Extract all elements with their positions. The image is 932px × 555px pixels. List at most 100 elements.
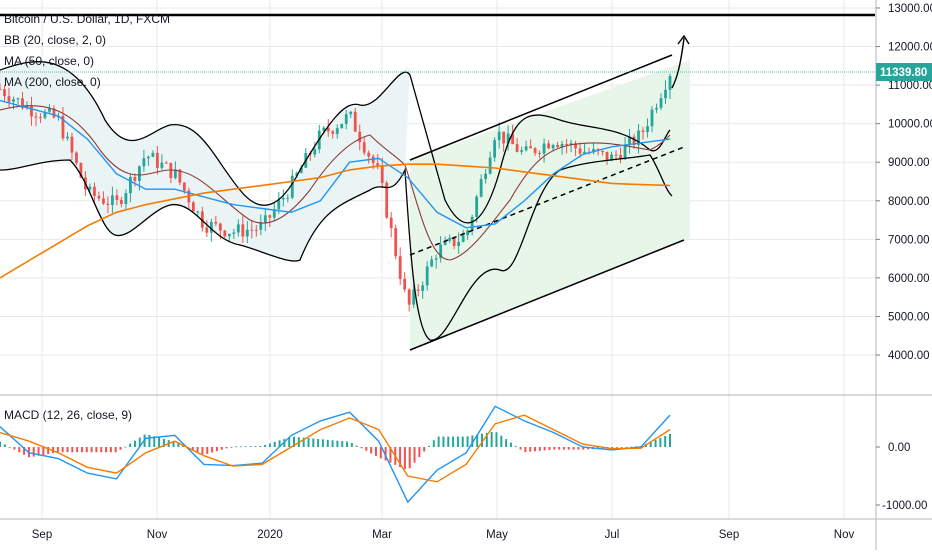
- macd-hist-bar: [172, 441, 175, 447]
- candle-body: [133, 176, 137, 181]
- macd-hist-bar: [138, 437, 141, 447]
- macd-hist-bar: [268, 443, 271, 447]
- candle-body: [457, 241, 461, 246]
- candle-body: [380, 165, 384, 183]
- candle-body: [529, 146, 533, 149]
- price-tick-label: 10000.00: [888, 119, 932, 131]
- macd-hist-bar: [471, 435, 474, 447]
- macd-hist-bar: [191, 447, 194, 450]
- macd-hist-bar: [153, 436, 156, 447]
- candle-body: [502, 131, 506, 144]
- candle-body: [277, 199, 281, 210]
- macd-hist-bar: [413, 447, 416, 463]
- macd-hist-bar: [71, 447, 74, 453]
- candle-body: [227, 233, 231, 237]
- candle-body: [146, 156, 150, 159]
- candle-body: [295, 173, 299, 176]
- candle-body: [430, 259, 434, 267]
- candle-body: [403, 278, 407, 290]
- macd-hist-bar: [148, 434, 151, 447]
- candle-body: [268, 215, 272, 218]
- macd-hist-bar: [8, 446, 11, 448]
- price-axis[interactable]: 13000.00 12000.00 11000.00 10000.00 9000.00 8…: [876, 3, 932, 362]
- candle-body: [542, 143, 546, 154]
- channel-lines: [409, 54, 685, 351]
- candle-body: [556, 145, 559, 147]
- macd-hist-bar: [558, 447, 561, 450]
- candle-body: [493, 140, 497, 158]
- candle-body: [461, 235, 465, 242]
- macd-axis[interactable]: 0.00 -1000.00: [876, 442, 927, 512]
- macd-hist-bar: [669, 433, 671, 447]
- macd-hist-bar: [495, 432, 498, 447]
- macd-hist-bar: [90, 447, 93, 453]
- candle-body: [610, 154, 613, 161]
- macd-hist-bar: [240, 446, 243, 448]
- macd-hist-bar: [374, 447, 377, 456]
- time-axis[interactable]: Sep Nov 2020 Mar May Jul Sep Nov: [32, 529, 855, 541]
- ma50-legend: MA (50, close, 0): [4, 54, 94, 68]
- macd-hist-bar: [177, 443, 180, 447]
- candle-body: [124, 193, 128, 204]
- candle-body: [0, 88, 2, 90]
- candle-body: [394, 228, 398, 257]
- macd-hist-bar: [514, 446, 517, 447]
- channel-mid-dashed-line: [409, 146, 685, 256]
- candle-body: [191, 202, 195, 212]
- bb-fill-1: [0, 61, 410, 262]
- macd-hist-bar: [249, 446, 252, 447]
- candle-body: [632, 136, 636, 146]
- ma-lines: [0, 99, 671, 279]
- macd-hist-bar: [529, 447, 532, 452]
- macd-hist-bar: [534, 447, 537, 452]
- candle-body: [326, 127, 330, 132]
- macd-line: [0, 405, 671, 504]
- candle-body: [619, 155, 622, 160]
- candle-body: [39, 117, 42, 119]
- candle-body: [102, 198, 105, 204]
- macd-hist-bar: [461, 436, 464, 447]
- candle-body: [412, 289, 416, 305]
- macd-hist-bar: [456, 436, 459, 447]
- macd-hist-bar: [244, 446, 247, 448]
- macd-hist-bar: [389, 447, 392, 463]
- candle-body: [407, 289, 411, 305]
- macd-hist-bar: [235, 446, 238, 448]
- macd-hist-bar: [264, 445, 267, 447]
- candle-body: [335, 128, 339, 134]
- macd-hist-bar: [317, 438, 320, 447]
- candle-body: [560, 143, 564, 147]
- macd-hist-bar: [129, 443, 132, 447]
- macd-hist-bar: [32, 447, 35, 457]
- candle-body: [93, 186, 96, 196]
- macd-hist-bar: [80, 447, 83, 453]
- candle-body: [421, 285, 425, 291]
- candle-body: [466, 230, 470, 236]
- macd-hist-bar: [611, 447, 614, 449]
- candle-body: [173, 169, 177, 178]
- candle-body: [218, 223, 222, 231]
- projection-arrow-head: [677, 34, 690, 45]
- macd-hist-bar: [384, 447, 387, 461]
- candle-body: [120, 199, 123, 204]
- macd-hist-bar: [119, 447, 122, 450]
- macd-hist-bar: [124, 446, 127, 448]
- macd-hist-bar: [133, 440, 136, 447]
- symbol-title: Bitcoin / U.S. Dollar, 1D, FXCM: [4, 12, 170, 26]
- candle-body: [601, 151, 604, 153]
- macd-hist-bar: [509, 442, 512, 447]
- time-tick-label: Sep: [719, 529, 739, 541]
- macd-hist-bar: [346, 441, 349, 447]
- candle-body: [578, 148, 582, 154]
- price-tick-label: 9000.00: [888, 157, 930, 169]
- macd-hist-bar: [365, 447, 368, 451]
- macd-hist-bar: [615, 447, 618, 448]
- candle-body: [362, 142, 366, 153]
- candle-body: [70, 136, 74, 153]
- main-legend: Bitcoin / U.S. Dollar, 1D, FXCM BB (20, …: [4, 12, 170, 89]
- macd-hist-bar: [350, 443, 353, 447]
- candle-body: [376, 163, 380, 166]
- macd-hist-bar: [85, 447, 88, 453]
- macd-hist-bar: [341, 441, 344, 447]
